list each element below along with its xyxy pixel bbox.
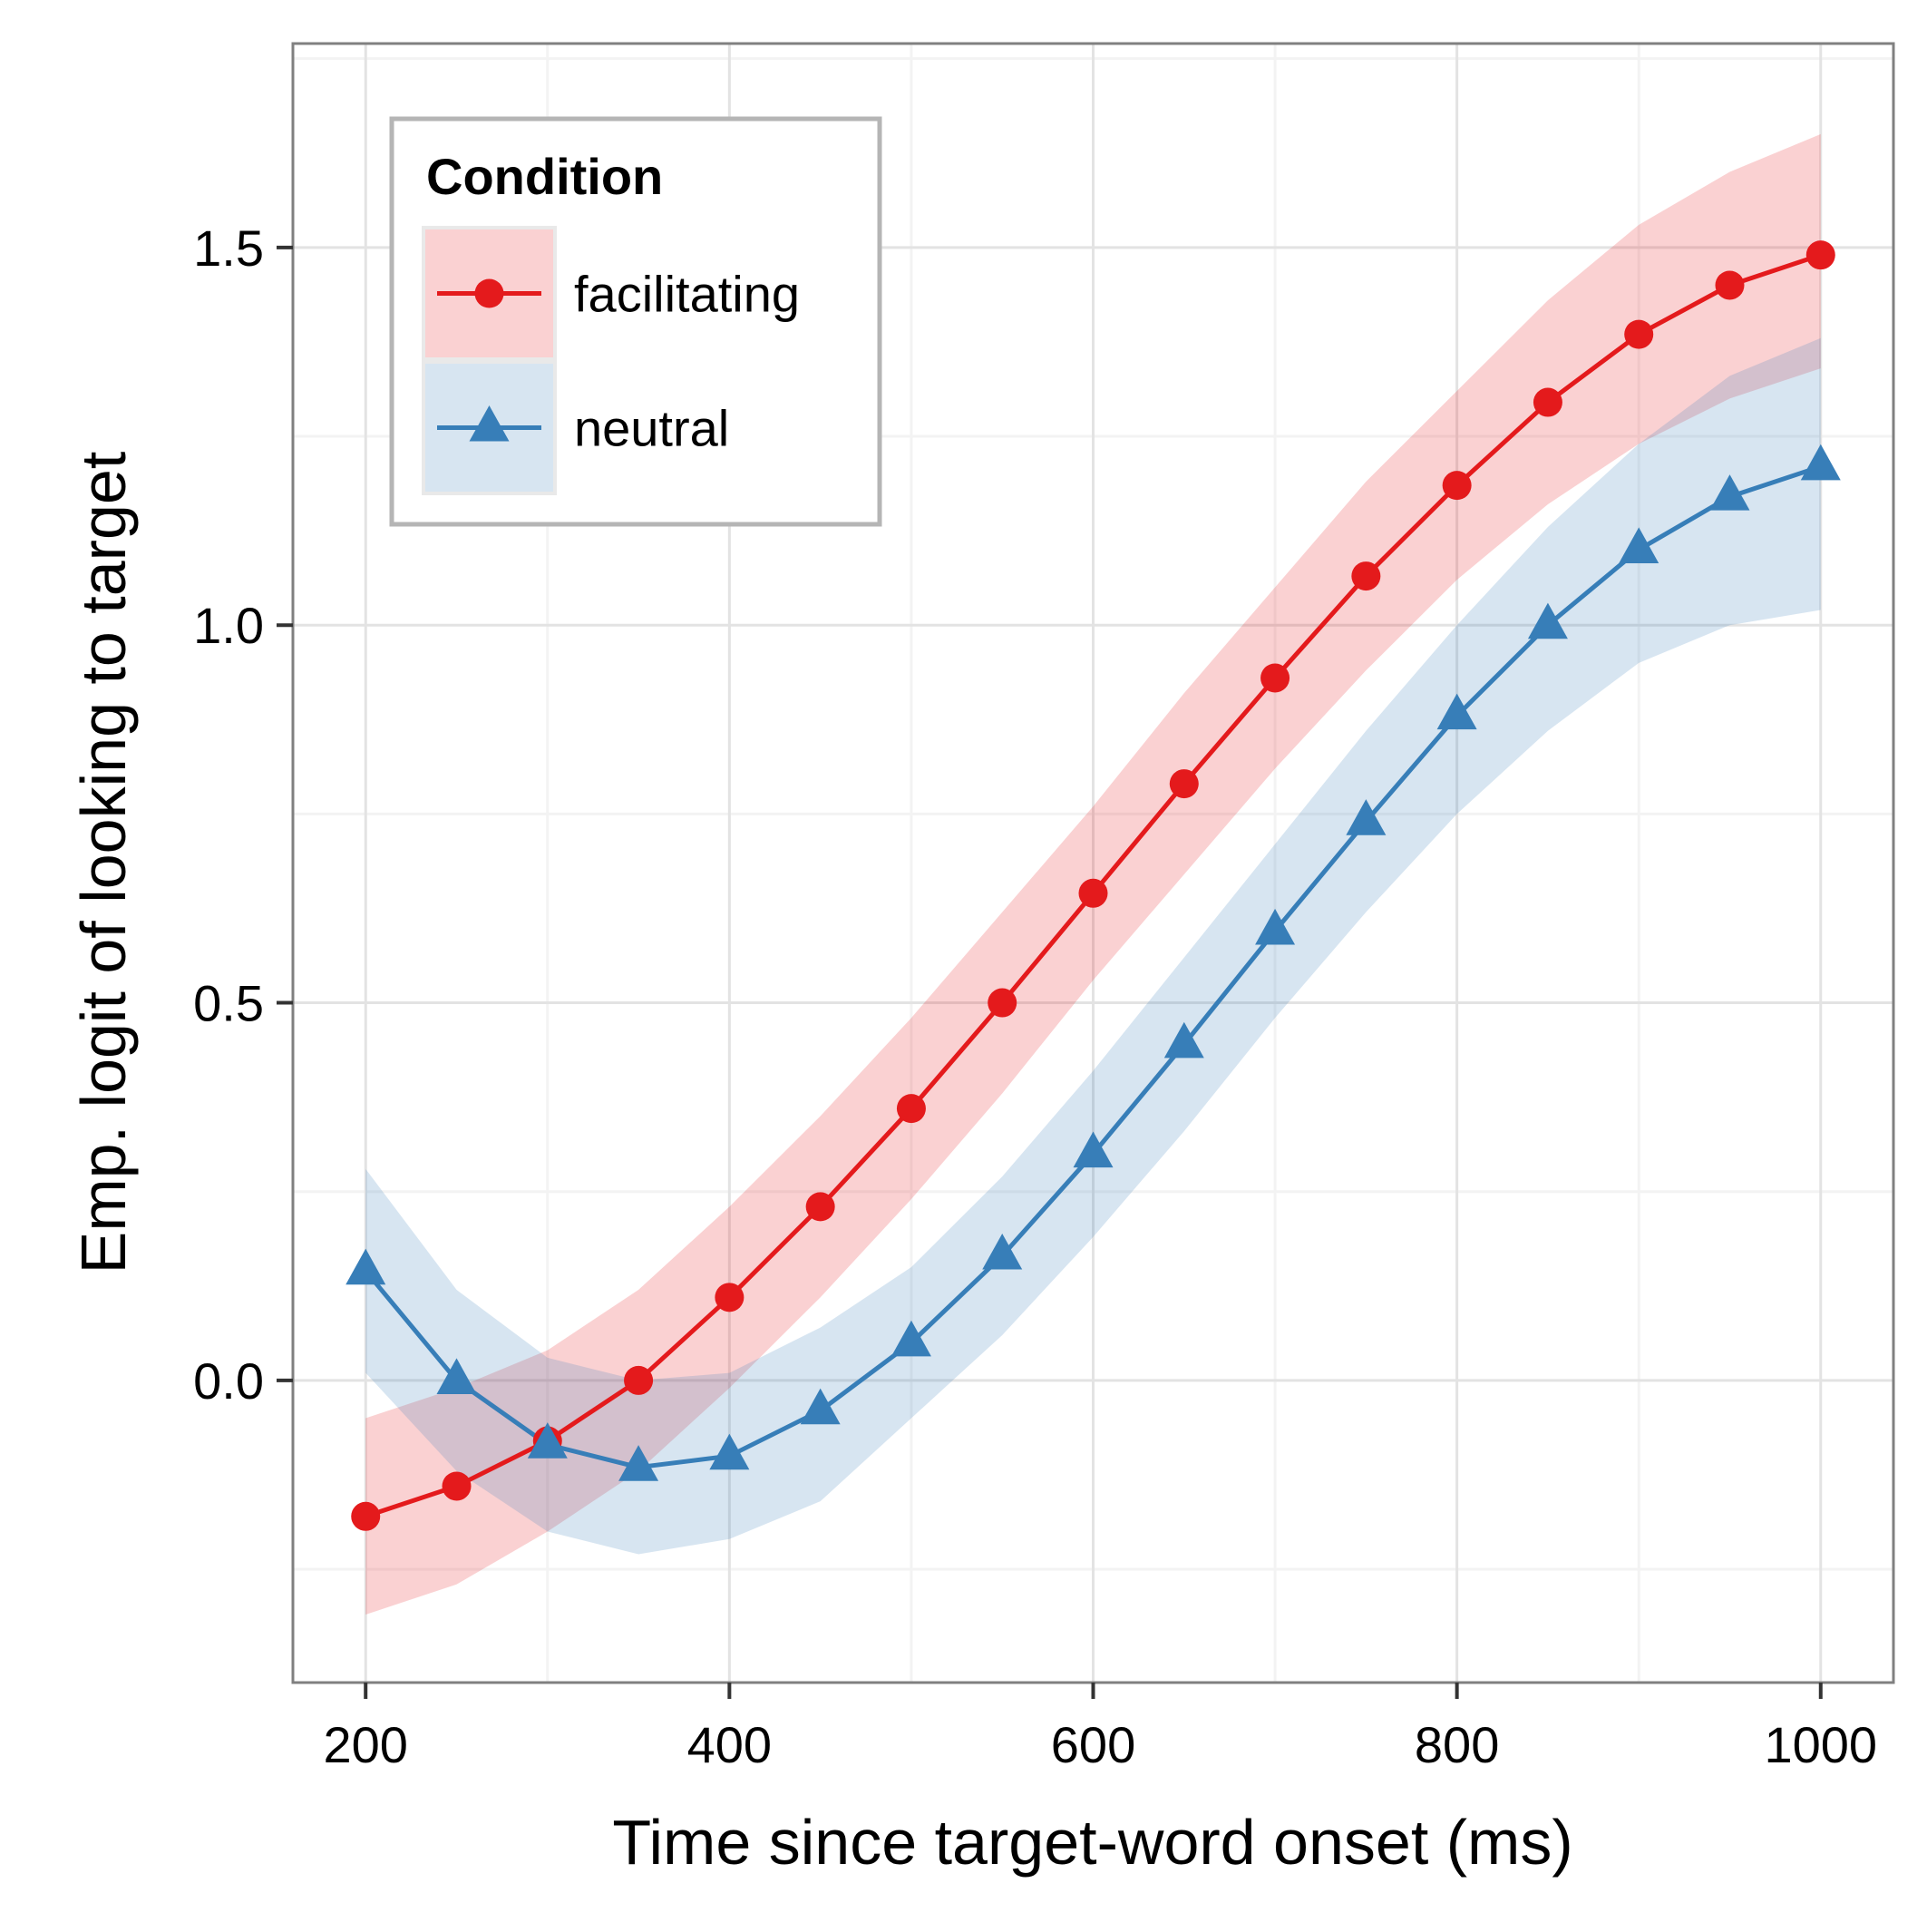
data-point-facilitating bbox=[1260, 663, 1290, 693]
axes: 200 400 600 800 1000 0.0 0.5 1.0 1.5 bbox=[193, 220, 1877, 1773]
confidence-bands bbox=[365, 133, 1821, 1615]
data-point-facilitating bbox=[1715, 270, 1745, 300]
data-point-facilitating bbox=[1078, 878, 1108, 908]
legend: Condition facilitating neutral bbox=[389, 116, 882, 527]
data-point-facilitating bbox=[442, 1471, 472, 1501]
data-point-neutral bbox=[709, 1433, 750, 1470]
data-point-facilitating bbox=[624, 1365, 654, 1395]
data-point-facilitating bbox=[1169, 769, 1199, 799]
x-tick-label: 1000 bbox=[1764, 1716, 1877, 1773]
x-tick-label: 400 bbox=[687, 1716, 772, 1773]
x-axis-title: Time since target-word onset (ms) bbox=[612, 1807, 1572, 1878]
data-point-facilitating bbox=[805, 1192, 835, 1222]
y-tick-label: 1.0 bbox=[193, 597, 264, 654]
data-point-neutral bbox=[800, 1388, 841, 1425]
data-point-neutral bbox=[1527, 602, 1568, 639]
data-point-neutral bbox=[1255, 908, 1296, 945]
legend-key-marker-facilitating bbox=[474, 278, 504, 308]
data-point-neutral bbox=[1619, 527, 1659, 563]
legend-key-marker-neutral bbox=[469, 405, 510, 442]
x-tick-label: 200 bbox=[324, 1716, 408, 1773]
data-point-neutral bbox=[1073, 1131, 1114, 1168]
y-tick-label: 0.5 bbox=[193, 975, 264, 1032]
x-tick-label: 600 bbox=[1051, 1716, 1135, 1773]
data-point-facilitating bbox=[896, 1094, 926, 1124]
y-tick-label: 0.0 bbox=[193, 1352, 264, 1410]
data-point-neutral bbox=[891, 1320, 931, 1357]
data-point-neutral bbox=[618, 1445, 659, 1481]
data-point-facilitating bbox=[351, 1501, 381, 1531]
confidence-band-facilitating bbox=[365, 133, 1821, 1615]
legend-box bbox=[389, 116, 882, 527]
legend-title: Condition bbox=[426, 148, 663, 205]
data-point-neutral bbox=[436, 1358, 477, 1394]
data-point-facilitating bbox=[1624, 319, 1654, 349]
x-tick-label: 800 bbox=[1415, 1716, 1499, 1773]
data-point-neutral bbox=[1709, 474, 1750, 511]
confidence-band-neutral bbox=[365, 337, 1821, 1555]
data-point-neutral bbox=[982, 1233, 1023, 1270]
data-point-neutral bbox=[527, 1422, 568, 1459]
data-point-neutral bbox=[1163, 1021, 1204, 1059]
legend-label-facilitating: facilitating bbox=[574, 266, 800, 323]
data-point-neutral bbox=[1436, 693, 1477, 730]
data-point-neutral bbox=[1800, 444, 1841, 481]
data-point-neutral bbox=[1346, 799, 1387, 835]
y-tick-label: 1.5 bbox=[193, 220, 264, 277]
legend-label-neutral: neutral bbox=[574, 400, 729, 457]
data-point-facilitating bbox=[1351, 561, 1381, 591]
data-point-facilitating bbox=[1442, 471, 1472, 501]
series-markers bbox=[345, 240, 1841, 1531]
legend-entries: facilitating neutral bbox=[422, 226, 800, 495]
data-point-facilitating bbox=[1805, 240, 1835, 270]
data-point-facilitating bbox=[715, 1283, 745, 1312]
data-point-neutral bbox=[345, 1248, 386, 1285]
data-point-facilitating bbox=[1533, 387, 1562, 417]
y-axis-title: Emp. logit of looking to target bbox=[68, 452, 139, 1274]
data-point-facilitating bbox=[988, 988, 1017, 1018]
